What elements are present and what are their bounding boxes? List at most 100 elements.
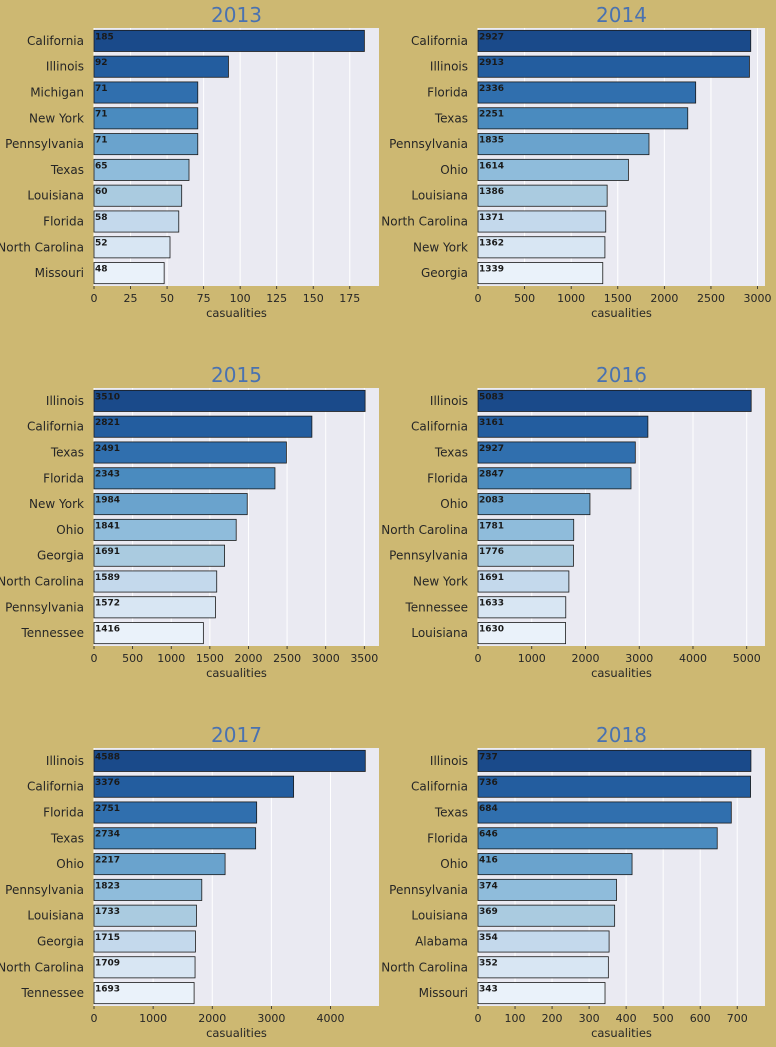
bar-california (477, 775, 751, 798)
category-label: Ohio (440, 163, 468, 177)
category-label: Texas (50, 163, 84, 177)
x-tick-label: 0 (91, 1012, 98, 1025)
x-tick-label: 100 (230, 292, 251, 305)
category-label: Illinois (46, 394, 84, 408)
data-label: 48 (95, 265, 108, 275)
category-label: Pennsylvania (389, 137, 468, 151)
bar-pennsylvania (477, 133, 650, 156)
x-axis-label: casualities (206, 666, 267, 680)
category-label: California (27, 780, 84, 794)
category-label: Georgia (37, 549, 84, 563)
data-label: 369 (479, 907, 498, 917)
bar-louisiana (93, 904, 197, 927)
data-label: 416 (479, 856, 498, 866)
data-label: 4588 (95, 752, 120, 762)
bar-illinois (477, 749, 752, 772)
category-label: Tennessee (20, 626, 84, 640)
x-tick-label: 300 (579, 1012, 600, 1025)
x-axis-label: casualities (591, 306, 652, 320)
data-label: 1633 (479, 599, 504, 609)
data-label: 2751 (95, 804, 120, 814)
data-label: 1362 (479, 239, 504, 249)
data-label: 1589 (95, 573, 120, 583)
x-tick-label: 1000 (157, 652, 185, 665)
bar-florida (93, 801, 258, 824)
category-label: New York (413, 575, 468, 589)
data-label: 646 (479, 830, 498, 840)
category-label: Louisiana (27, 189, 84, 203)
bar-florida (477, 81, 697, 104)
chart-title: 2014 (596, 3, 647, 27)
data-label: 58 (95, 213, 108, 223)
x-tick-label: 2500 (697, 292, 725, 305)
x-tick-label: 500 (122, 652, 143, 665)
bar-ohio (477, 853, 633, 876)
bar-new-york (477, 236, 606, 259)
category-label: Ohio (440, 497, 468, 511)
bar-ohio (477, 493, 591, 516)
category-label: Georgia (37, 935, 84, 949)
bar-ohio (93, 853, 226, 876)
x-tick-label: 2000 (234, 652, 262, 665)
data-label: 2491 (95, 444, 120, 454)
bar-illinois (477, 389, 752, 412)
bar-new-york (93, 493, 248, 516)
category-label: Florida (427, 471, 468, 485)
data-label: 3161 (479, 418, 504, 428)
category-label: Florida (427, 831, 468, 845)
category-label: Pennsylvania (5, 600, 84, 614)
category-label: Ohio (56, 523, 84, 537)
x-tick-label: 0 (91, 652, 98, 665)
x-tick-label: 3000 (312, 652, 340, 665)
category-label: Michigan (30, 86, 84, 100)
bar-pennsylvania (477, 878, 617, 901)
chart-title: 2015 (211, 363, 262, 387)
x-tick-label: 3500 (350, 652, 378, 665)
category-label: New York (29, 497, 84, 511)
chart-panel-2018: 737 Illinois 736 California 684 Texas 646 Flori… (381, 723, 765, 1040)
x-tick-label: 500 (653, 1012, 674, 1025)
data-label: 71 (95, 110, 108, 120)
category-label: Louisiana (27, 909, 84, 923)
data-label: 736 (479, 778, 498, 788)
x-tick-label: 175 (339, 292, 360, 305)
x-tick-label: 1500 (196, 652, 224, 665)
bar-michigan (93, 81, 199, 104)
x-tick-label: 400 (616, 1012, 637, 1025)
bar-florida (93, 210, 180, 233)
category-label: Louisiana (411, 626, 468, 640)
data-label: 3510 (95, 392, 120, 402)
chart-title: 2017 (211, 723, 262, 747)
data-label: 374 (479, 881, 498, 891)
category-label: North Carolina (381, 215, 468, 229)
data-label: 1691 (95, 547, 120, 557)
x-tick-label: 25 (124, 292, 138, 305)
x-tick-label: 125 (266, 292, 287, 305)
data-label: 1614 (479, 161, 504, 171)
chart-panel-2017: 4588 Illinois 3376 California 2751 Florida 273… (0, 723, 379, 1040)
bar-pennsylvania (477, 544, 574, 567)
category-label: Florida (427, 86, 468, 100)
category-label: Texas (50, 446, 84, 460)
bar-pennsylvania (93, 596, 216, 619)
category-label: North Carolina (381, 960, 468, 974)
bar-missouri (93, 262, 165, 285)
bar-new-york (477, 570, 570, 593)
category-label: California (27, 34, 84, 48)
bar-louisiana (477, 184, 608, 207)
x-tick-label: 2500 (273, 652, 301, 665)
x-tick-label: 0 (91, 292, 98, 305)
bar-georgia (93, 544, 226, 567)
chart-title: 2013 (211, 3, 262, 27)
x-tick-label: 100 (505, 1012, 526, 1025)
data-label: 1630 (479, 625, 504, 635)
category-label: North Carolina (0, 575, 84, 589)
bar-pennsylvania (93, 878, 203, 901)
category-label: North Carolina (0, 960, 84, 974)
bar-ohio (477, 158, 629, 181)
x-tick-label: 600 (690, 1012, 711, 1025)
x-tick-label: 50 (160, 292, 174, 305)
category-label: Ohio (440, 857, 468, 871)
bar-ohio (93, 518, 237, 541)
category-label: Missouri (419, 986, 468, 1000)
